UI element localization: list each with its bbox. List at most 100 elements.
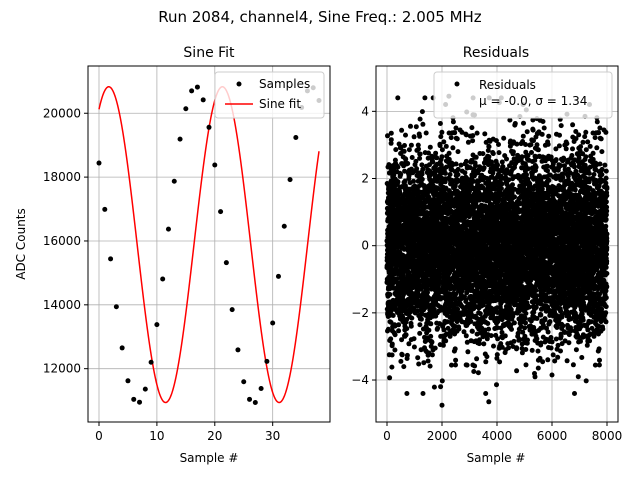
residual-point bbox=[389, 341, 395, 347]
residual-point bbox=[425, 289, 430, 295]
residual-point bbox=[434, 155, 440, 161]
residual-point bbox=[419, 162, 425, 168]
sample-point bbox=[293, 135, 299, 141]
sample-point bbox=[137, 399, 143, 405]
sample-point bbox=[142, 386, 148, 392]
residual-point bbox=[419, 176, 425, 182]
sample-point bbox=[235, 347, 241, 353]
residual-point bbox=[494, 352, 500, 358]
residual-point bbox=[392, 347, 398, 353]
residual-point bbox=[411, 178, 416, 184]
sine-fit-axes: Sine Fit 0 10 20 30120001400016000180002000… bbox=[14, 45, 331, 465]
residual-point bbox=[495, 162, 500, 168]
residual-point bbox=[402, 143, 407, 148]
residual-point bbox=[483, 359, 489, 365]
residual-point bbox=[399, 127, 405, 133]
residual-point bbox=[420, 121, 426, 127]
residual-point bbox=[453, 161, 459, 167]
residual-point bbox=[450, 119, 456, 125]
residual-point bbox=[486, 144, 492, 150]
residual-point bbox=[444, 319, 450, 325]
residual-point bbox=[419, 171, 425, 177]
residual-point bbox=[417, 133, 423, 139]
residual-point bbox=[480, 151, 486, 157]
residual-point bbox=[499, 181, 505, 187]
residual-point bbox=[453, 357, 459, 363]
residual-point bbox=[400, 314, 406, 320]
residual-point bbox=[427, 363, 433, 369]
residual-point bbox=[470, 133, 476, 139]
residuals-title: Residuals bbox=[463, 45, 529, 61]
residual-point bbox=[388, 336, 394, 342]
residual-point bbox=[419, 109, 425, 115]
residual-point bbox=[408, 323, 414, 329]
residual-point bbox=[469, 328, 475, 334]
sine-fit-xtick-label: 10 bbox=[149, 429, 164, 443]
residual-point bbox=[443, 143, 449, 149]
residual-point bbox=[427, 144, 433, 150]
residual-point bbox=[414, 166, 420, 172]
residual-point bbox=[423, 130, 429, 136]
sample-point bbox=[119, 345, 125, 351]
residual-point bbox=[496, 142, 501, 147]
residual-point bbox=[413, 124, 419, 130]
residual-point bbox=[501, 135, 507, 141]
residual-point bbox=[512, 194, 517, 200]
residual-point bbox=[409, 155, 415, 160]
residual-point bbox=[396, 328, 402, 334]
residual-point bbox=[398, 171, 404, 177]
residual-point bbox=[428, 321, 434, 327]
residual-point bbox=[417, 116, 423, 122]
residual-point bbox=[424, 286, 430, 292]
residual-point bbox=[402, 178, 408, 184]
residual-point bbox=[500, 164, 506, 170]
sine-fit-ytick-label: 12000 bbox=[43, 362, 81, 376]
residual-point bbox=[389, 364, 395, 370]
legend-label-sine-fit: Sine fit bbox=[259, 97, 301, 111]
residual-point bbox=[397, 190, 403, 196]
residual-point bbox=[470, 138, 476, 144]
residual-point bbox=[421, 360, 427, 366]
residual-point bbox=[442, 170, 448, 176]
residual-point bbox=[399, 352, 405, 358]
residual-point bbox=[387, 286, 393, 292]
residual-point bbox=[430, 159, 436, 165]
sample-point bbox=[194, 84, 200, 90]
sample-point bbox=[113, 304, 119, 310]
residual-point bbox=[510, 182, 515, 188]
residual-point bbox=[474, 130, 480, 136]
sine-fit-ytick-label: 20000 bbox=[43, 106, 81, 120]
residual-point bbox=[408, 142, 414, 148]
sine-fit-legend-box bbox=[214, 71, 325, 119]
residual-point bbox=[447, 172, 453, 177]
residual-point bbox=[404, 352, 410, 358]
residual-point bbox=[514, 345, 520, 351]
sample-point bbox=[200, 97, 206, 103]
residual-point bbox=[433, 150, 439, 156]
residual-point bbox=[408, 123, 413, 129]
residual-point bbox=[439, 147, 445, 153]
residual-point bbox=[463, 333, 469, 339]
residual-point bbox=[399, 337, 405, 343]
residual-point bbox=[387, 375, 393, 381]
residual-point bbox=[453, 362, 458, 368]
sine-fit-legend: Samples Sine fit bbox=[214, 71, 325, 119]
residual-point bbox=[514, 141, 520, 147]
residual-point bbox=[448, 135, 454, 141]
residual-point bbox=[475, 370, 481, 376]
sample-point bbox=[160, 276, 166, 282]
residual-point bbox=[438, 134, 444, 140]
sample-point bbox=[281, 223, 287, 229]
residual-point bbox=[437, 121, 443, 126]
residual-point bbox=[446, 150, 452, 156]
residual-point bbox=[388, 130, 394, 136]
residual-point bbox=[484, 336, 490, 342]
sample-point bbox=[218, 209, 224, 215]
residual-point bbox=[455, 172, 461, 178]
sample-point bbox=[223, 260, 229, 266]
sine-fit-ytick-label: 16000 bbox=[43, 234, 81, 248]
residual-point bbox=[510, 149, 516, 155]
residual-point bbox=[392, 332, 398, 338]
